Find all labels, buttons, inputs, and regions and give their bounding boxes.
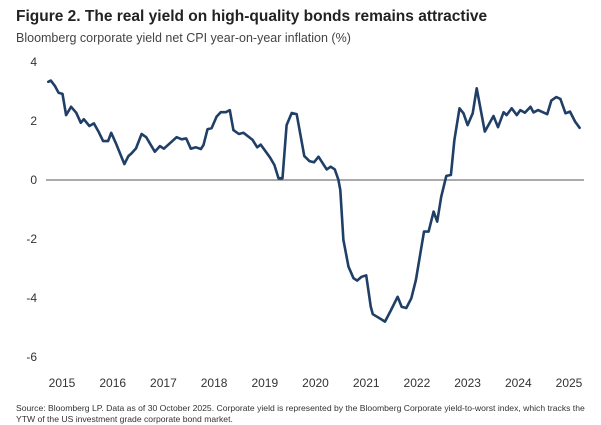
series-line [47,79,581,323]
x-tick-label: 2022 [404,376,431,390]
x-tick-label: 2019 [251,376,278,390]
chart-subtitle: Bloomberg corporate yield net CPI year-o… [16,31,351,45]
x-tick-label: 2024 [505,376,532,390]
y-tick-label: 2 [30,114,37,128]
x-tick-label: 2020 [302,376,329,390]
source-note: Source: Bloomberg LP. Data as of 30 Octo… [16,403,585,424]
x-tick-label: 2023 [454,376,481,390]
y-tick-label: -4 [26,291,37,305]
x-tick-label: 2015 [49,376,76,390]
x-tick-label: 2018 [201,376,228,390]
y-tick-label: -2 [26,232,37,246]
chart-title: Figure 2. The real yield on high-quality… [16,8,488,25]
x-tick-label: 2017 [150,376,177,390]
y-tick-label: -6 [26,350,37,364]
x-tick-label: 2021 [353,376,380,390]
y-tick-label: 4 [30,55,37,69]
x-tick-label: 2025 [556,376,583,390]
y-tick-label: 0 [30,173,37,187]
x-tick-label: 2016 [99,376,126,390]
